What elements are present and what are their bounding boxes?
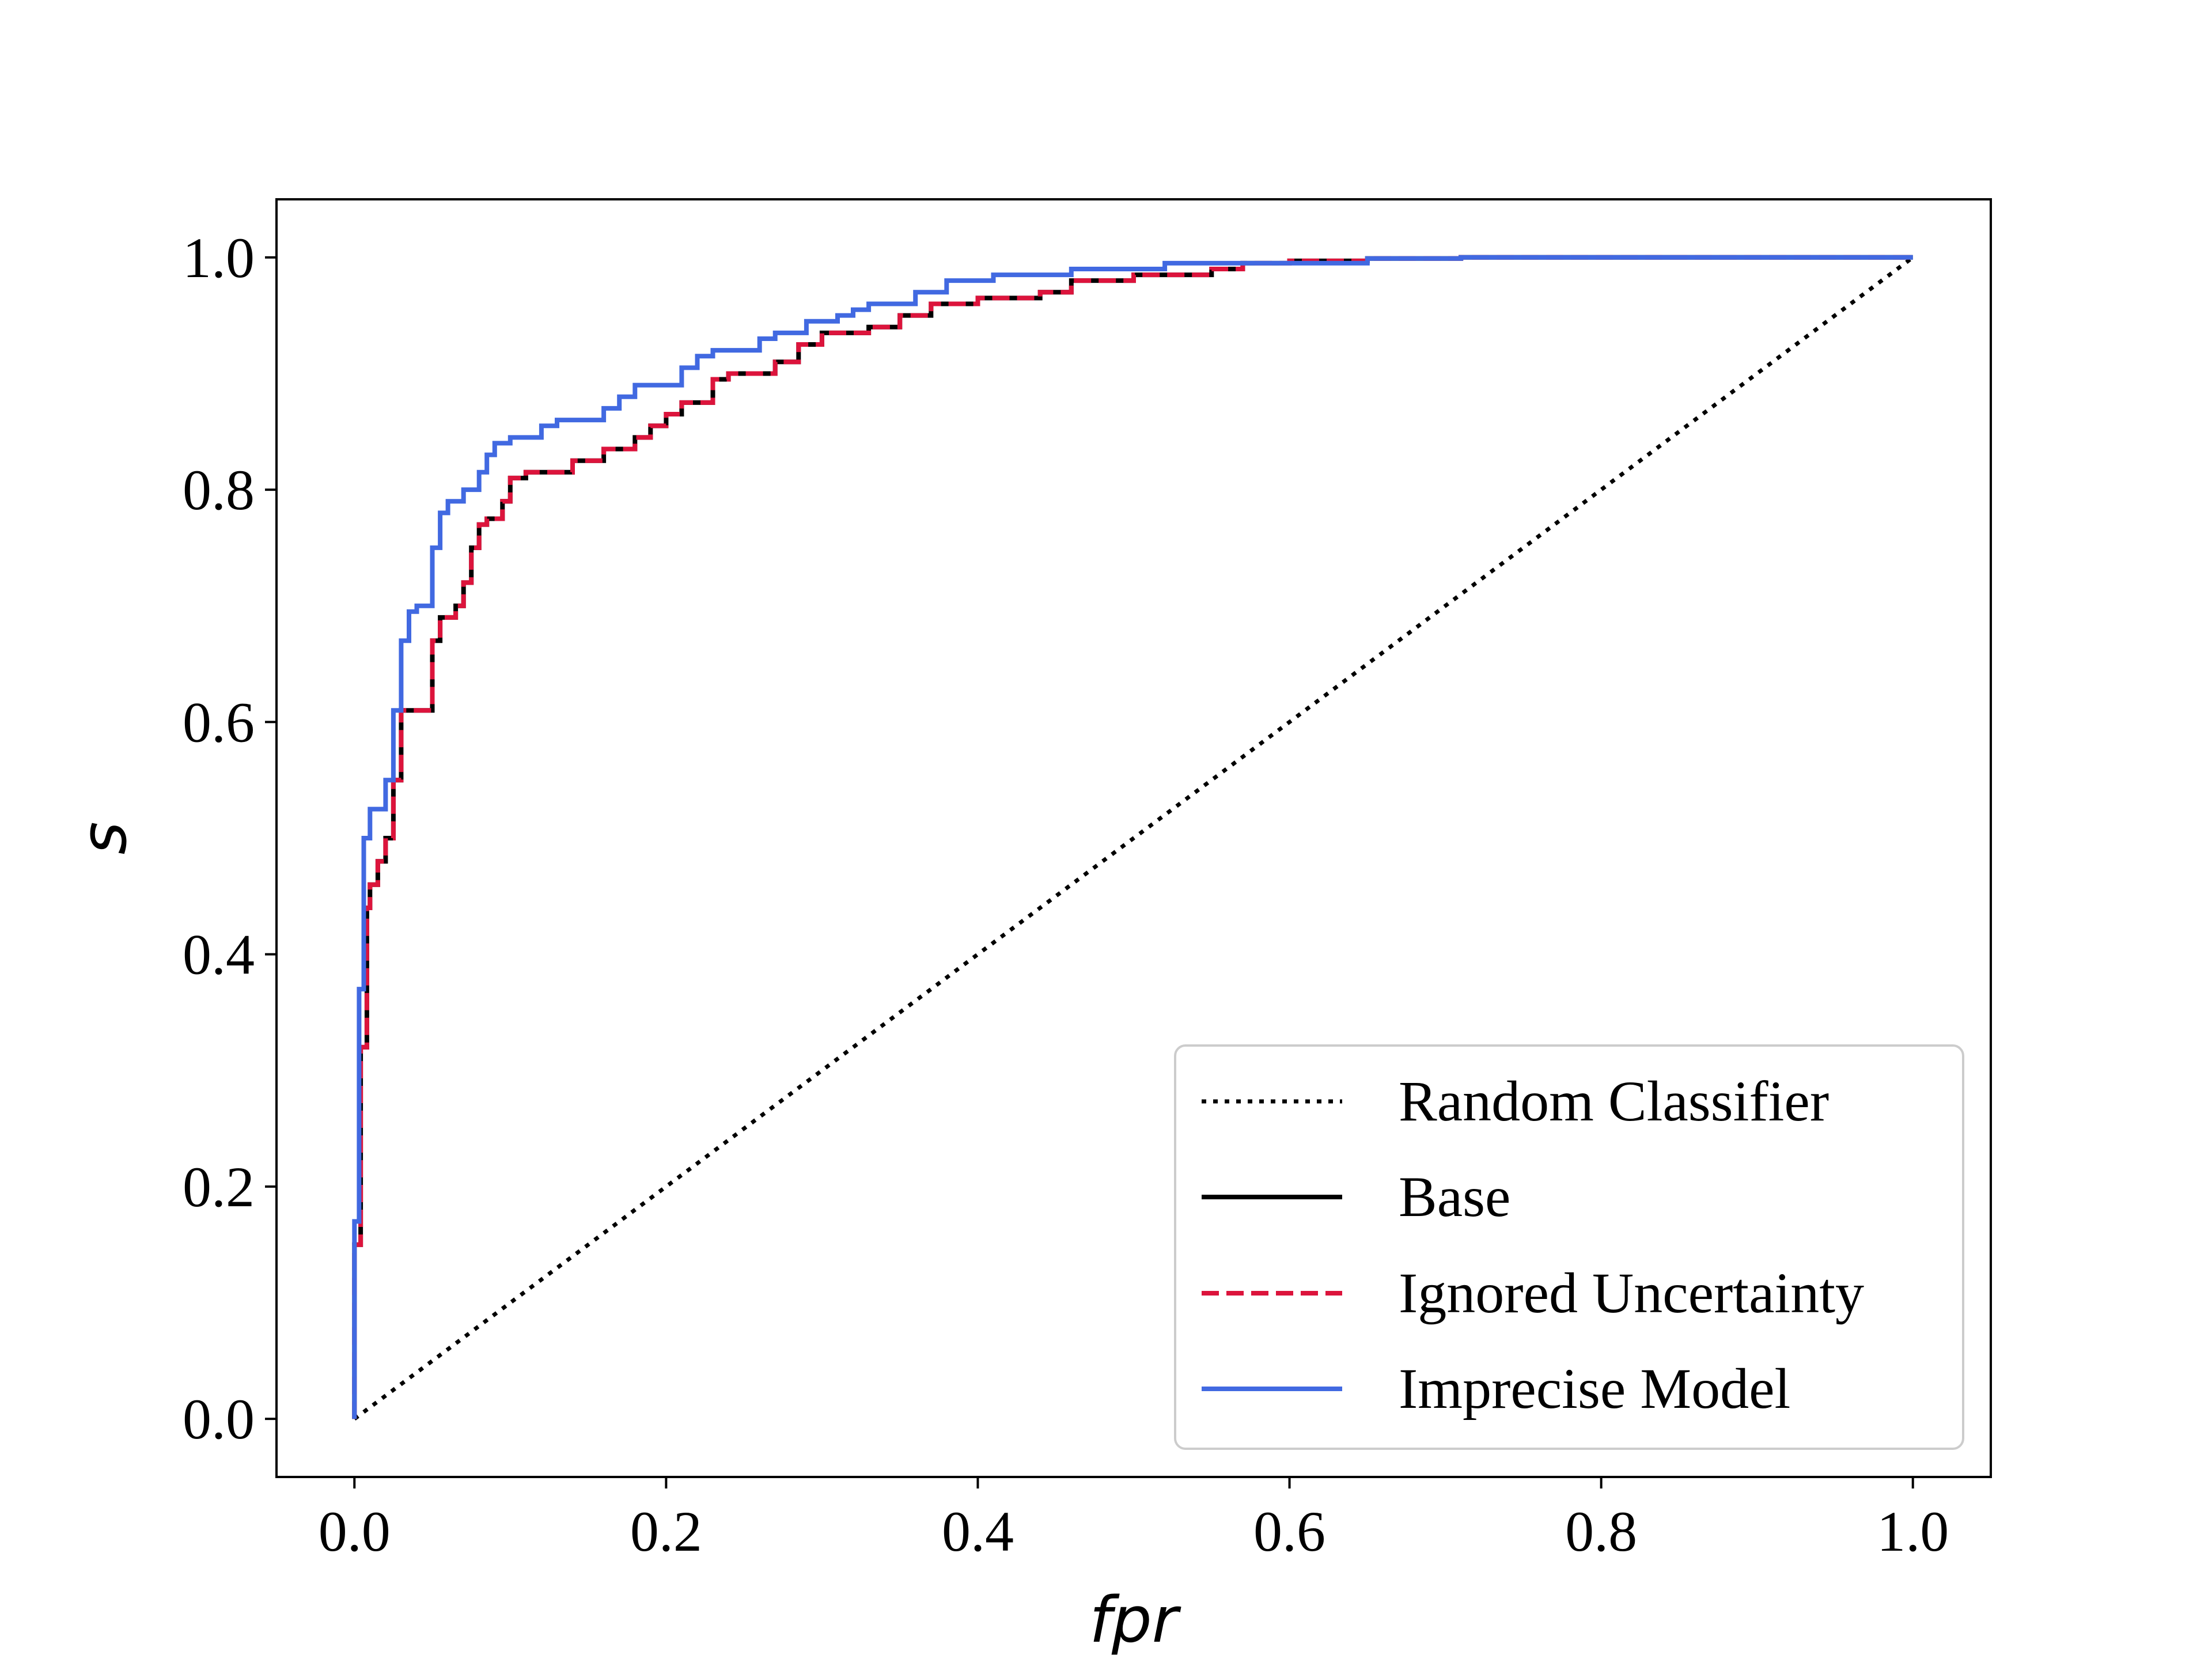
y-tick-label: 0.8 xyxy=(183,458,255,522)
legend-label-imprecise-model: Imprecise Model xyxy=(1399,1357,1790,1421)
x-tick-label: 0.4 xyxy=(942,1499,1014,1563)
y-tick-label: 0.6 xyxy=(183,690,255,754)
legend: Random Classifier Base Ignored Uncertain… xyxy=(1174,1044,1964,1450)
series-line-ignored-uncertainty xyxy=(352,255,1913,1419)
y-tick-label: 0.4 xyxy=(183,923,255,987)
y-tick-label: 0.2 xyxy=(183,1155,255,1219)
legend-label-random-classifier: Random Classifier xyxy=(1399,1069,1829,1133)
legend-box xyxy=(1174,1044,1964,1450)
x-axis-ticks: 0.0 0.2 0.4 0.6 0.8 1.0 xyxy=(319,1477,1949,1563)
x-tick-label: 0.2 xyxy=(630,1499,702,1563)
x-tick-label: 0.0 xyxy=(319,1499,391,1563)
x-axis-label: fpr xyxy=(1089,1583,1181,1657)
legend-label-base: Base xyxy=(1399,1165,1510,1229)
y-tick-label: 0.0 xyxy=(183,1387,255,1451)
series-layer xyxy=(352,255,1914,1421)
x-tick-label: 0.6 xyxy=(1253,1499,1325,1563)
legend-label-ignored-uncertainty: Ignored Uncertainty xyxy=(1399,1261,1864,1325)
x-tick-label: 0.8 xyxy=(1565,1499,1637,1563)
y-axis-label: s xyxy=(67,821,141,854)
plot-frame xyxy=(275,198,1992,1478)
series-line-random-classifier xyxy=(353,255,1914,1421)
series-line-imprecise-model xyxy=(352,255,1913,1419)
y-axis-ticks: 0.0 0.2 0.4 0.6 0.8 1.0 xyxy=(183,226,276,1451)
x-tick-label: 1.0 xyxy=(1877,1499,1949,1563)
y-tick-label: 1.0 xyxy=(183,226,255,290)
